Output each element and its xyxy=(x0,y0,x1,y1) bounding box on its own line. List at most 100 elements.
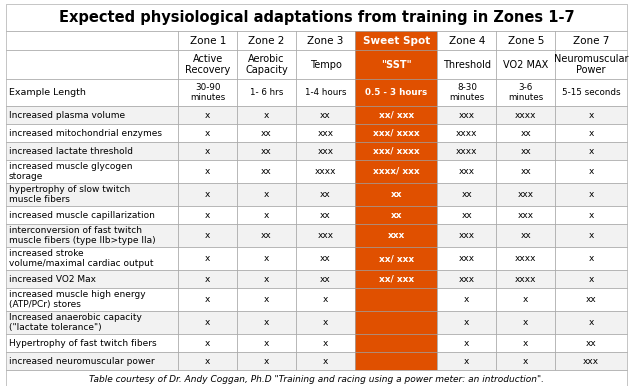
Text: 0.5 - 3 hours: 0.5 - 3 hours xyxy=(365,88,427,97)
Text: xxx: xxx xyxy=(518,190,534,199)
Bar xyxy=(296,352,355,370)
Bar xyxy=(237,270,296,288)
Bar xyxy=(179,270,237,288)
Text: x: x xyxy=(205,254,210,263)
Text: xx: xx xyxy=(261,147,272,156)
Bar xyxy=(6,247,179,270)
Text: x: x xyxy=(323,357,328,366)
Bar xyxy=(296,50,355,79)
Bar xyxy=(6,352,179,370)
Bar xyxy=(496,160,555,183)
Text: Zone 5: Zone 5 xyxy=(508,36,544,46)
Bar xyxy=(555,352,627,370)
Text: x: x xyxy=(264,254,269,263)
Bar xyxy=(355,160,437,183)
Bar xyxy=(496,106,555,124)
Text: x: x xyxy=(589,110,594,120)
Bar xyxy=(496,206,555,224)
Bar xyxy=(496,183,555,206)
Bar xyxy=(296,142,355,160)
Bar xyxy=(496,311,555,334)
Text: xxx: xxx xyxy=(459,231,475,240)
Bar xyxy=(496,124,555,142)
Bar xyxy=(437,352,496,370)
Bar xyxy=(6,288,179,311)
Text: 30-90
minutes: 30-90 minutes xyxy=(190,83,225,102)
Text: increased lactate threshold: increased lactate threshold xyxy=(9,147,133,156)
Bar xyxy=(496,270,555,288)
Text: xx: xx xyxy=(520,167,531,176)
Text: 8-30
minutes: 8-30 minutes xyxy=(449,83,484,102)
Bar xyxy=(437,311,496,334)
Text: Hypertrophy of fast twitch fibers: Hypertrophy of fast twitch fibers xyxy=(9,339,156,347)
Bar xyxy=(179,31,237,50)
Text: Zone 4: Zone 4 xyxy=(449,36,485,46)
Text: x: x xyxy=(264,110,269,120)
Text: xx: xx xyxy=(520,129,531,137)
Text: increased mitochondrial enzymes: increased mitochondrial enzymes xyxy=(9,129,162,137)
Text: xx/ xxx: xx/ xxx xyxy=(379,110,414,120)
Text: 1- 6 hrs: 1- 6 hrs xyxy=(250,88,284,97)
Bar xyxy=(179,124,237,142)
Text: xx: xx xyxy=(261,167,272,176)
Bar xyxy=(355,206,437,224)
Bar xyxy=(179,352,237,370)
Text: x: x xyxy=(323,339,328,347)
Bar xyxy=(237,288,296,311)
Text: x: x xyxy=(205,167,210,176)
Text: x: x xyxy=(205,231,210,240)
Text: xxx: xxx xyxy=(459,167,475,176)
Text: x: x xyxy=(523,318,529,327)
Text: VO2 MAX: VO2 MAX xyxy=(503,59,548,69)
Bar xyxy=(355,106,437,124)
Bar xyxy=(179,247,237,270)
Text: x: x xyxy=(205,210,210,220)
Text: xxx: xxx xyxy=(518,210,534,220)
Text: x: x xyxy=(523,295,529,304)
Text: Aerobic
Capacity: Aerobic Capacity xyxy=(245,54,288,75)
Text: x: x xyxy=(323,295,328,304)
Bar xyxy=(496,142,555,160)
Bar xyxy=(355,50,437,79)
Text: x: x xyxy=(589,167,594,176)
Text: Example Length: Example Length xyxy=(9,88,86,97)
Text: Zone 1: Zone 1 xyxy=(189,36,226,46)
Text: xxx: xxx xyxy=(459,110,475,120)
Bar xyxy=(6,50,179,79)
Bar xyxy=(179,183,237,206)
Text: x: x xyxy=(264,318,269,327)
Text: xxxx: xxxx xyxy=(515,254,537,263)
Bar xyxy=(555,124,627,142)
Text: x: x xyxy=(264,295,269,304)
Text: xxx/ xxxx: xxx/ xxxx xyxy=(373,129,420,137)
Bar xyxy=(237,183,296,206)
Text: x: x xyxy=(464,295,470,304)
Bar xyxy=(6,311,179,334)
Bar xyxy=(437,124,496,142)
Text: xxx: xxx xyxy=(317,231,334,240)
Text: xxx: xxx xyxy=(459,274,475,283)
Bar xyxy=(496,79,555,106)
Bar xyxy=(179,311,237,334)
Text: Zone 3: Zone 3 xyxy=(307,36,344,46)
Text: xx: xx xyxy=(586,339,596,347)
Text: x: x xyxy=(589,318,594,327)
Bar xyxy=(437,106,496,124)
Bar xyxy=(6,334,179,352)
Text: xxxx: xxxx xyxy=(456,147,478,156)
Bar xyxy=(179,142,237,160)
Bar xyxy=(355,79,437,106)
Text: x: x xyxy=(205,318,210,327)
Bar xyxy=(179,160,237,183)
Bar xyxy=(555,334,627,352)
Text: x: x xyxy=(205,190,210,199)
Text: x: x xyxy=(523,357,529,366)
Bar xyxy=(355,311,437,334)
Bar xyxy=(355,142,437,160)
Text: x: x xyxy=(205,147,210,156)
Text: Neuromuscular
Power: Neuromuscular Power xyxy=(554,54,629,75)
Text: xxx: xxx xyxy=(387,231,405,240)
Bar xyxy=(355,183,437,206)
Text: x: x xyxy=(205,129,210,137)
Text: 3-6
minutes: 3-6 minutes xyxy=(508,83,543,102)
